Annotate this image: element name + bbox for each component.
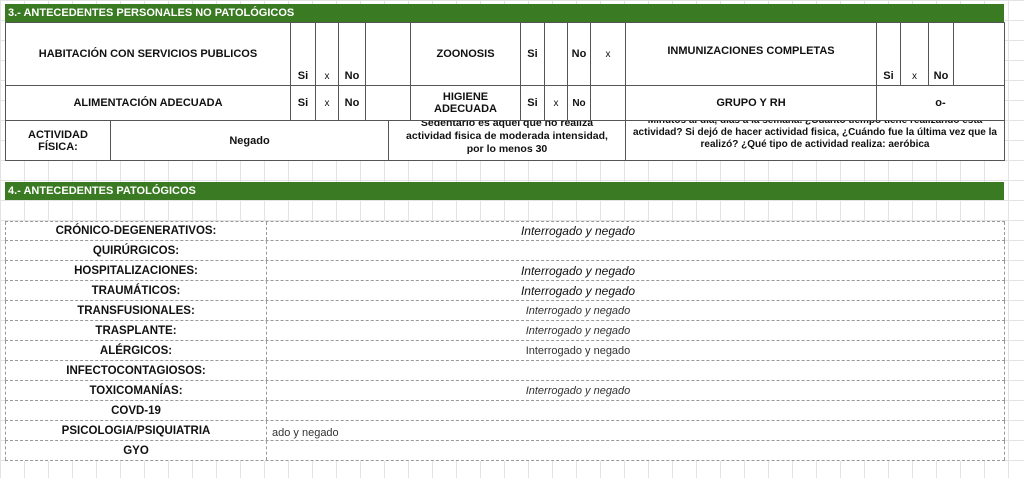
row-label: TOXICOMANÍAS: <box>5 381 267 400</box>
row-value[interactable] <box>267 401 1005 420</box>
higiene-si[interactable]: Si <box>520 85 545 121</box>
table-row: PSICOLOGIA/PSIQUIATRIA ado y negado <box>5 421 1005 441</box>
inmunizaciones-text: INMUNIZACIONES COMPLETAS <box>667 45 835 57</box>
inmunizaciones-label: INMUNIZACIONES COMPLETAS <box>625 22 877 86</box>
sedentario-note: Sedentario es aquel que no realiza activ… <box>388 120 626 161</box>
table-row: COVD-19 <box>5 401 1005 421</box>
alimentacion-mark[interactable]: x <box>315 85 339 121</box>
antecedentes-patologicos-table: CRÓNICO-DEGENERATIVOS: Interrogado y nega… <box>5 221 1005 461</box>
inmunizaciones-blank[interactable] <box>953 22 1005 86</box>
row-value[interactable]: Interrogado y negado <box>267 261 1005 280</box>
row-value[interactable]: Interrogado y negado <box>267 222 1005 240</box>
row-value[interactable]: Interrogado y negado <box>267 321 1005 340</box>
alimentacion-label: ALIMENTACIÓN ADECUADA <box>5 85 291 121</box>
alimentacion-blank[interactable] <box>365 85 411 121</box>
zoonosis-si[interactable]: Si <box>520 22 545 86</box>
inmunizaciones-no[interactable]: No <box>928 22 954 86</box>
alimentacion-si[interactable]: Si <box>290 85 316 121</box>
higiene-mark[interactable]: x <box>544 85 568 121</box>
table-row: GYO <box>5 441 1005 461</box>
table-row: TRASPLANTE: Interrogado y negado <box>5 321 1005 341</box>
actividad-note-text: Minutos al día, días a la semana. ¿Cuánt… <box>633 120 997 150</box>
habitacion-si[interactable]: Si <box>290 22 316 86</box>
row-label: PSICOLOGIA/PSIQUIATRIA <box>5 421 267 440</box>
table-row: HOSPITALIZACIONES: Interrogado y negado <box>5 261 1005 281</box>
overflow-text: ado y negado <box>272 427 339 439</box>
row-value[interactable]: Interrogado y negado <box>267 341 1005 360</box>
grupo-label: GRUPO Y RH <box>625 85 877 121</box>
row-label: ALÉRGICOS: <box>5 341 267 360</box>
zoonosis-label: ZOONOSIS <box>410 22 521 86</box>
table-row: CRÓNICO-DEGENERATIVOS: Interrogado y nega… <box>5 221 1005 241</box>
row-value[interactable] <box>267 441 1005 460</box>
row-label: HOSPITALIZACIONES: <box>5 261 267 280</box>
table-row: INFECTOCONTAGIOSOS: <box>5 361 1005 381</box>
row-value[interactable]: Interrogado y negado <box>267 281 1005 300</box>
row-label: TRASPLANTE: <box>5 321 267 340</box>
section-3-header: 3.- ANTECEDENTES PERSONALES NO PATOLÓGIC… <box>5 4 1004 22</box>
row-value[interactable]: Interrogado y negado <box>267 381 1005 400</box>
table-row: ALÉRGICOS: Interrogado y negado <box>5 341 1005 361</box>
grupo-value[interactable]: o- <box>876 85 1005 121</box>
row-label: COVD-19 <box>5 401 267 420</box>
habitacion-blank[interactable] <box>365 22 411 86</box>
higiene-blank[interactable] <box>590 85 626 121</box>
higiene-label: HIGIENE ADECUADA <box>410 85 521 121</box>
zoonosis-mark[interactable]: x <box>590 22 626 86</box>
table-row: TRANSFUSIONALES: Interrogado y negado <box>5 301 1005 321</box>
row-label: TRANSFUSIONALES: <box>5 301 267 320</box>
zoonosis-blank[interactable] <box>544 22 568 86</box>
zoonosis-no[interactable]: No <box>567 22 591 86</box>
table-row: TOXICOMANÍAS: Interrogado y negado <box>5 381 1005 401</box>
row-value[interactable] <box>267 241 1005 260</box>
actividad-value[interactable]: Negado <box>110 120 389 161</box>
habitacion-label: HABITACIÓN CON SERVICIOS PUBLICOS <box>5 22 291 86</box>
table-row: QUIRÚRGICOS: <box>5 241 1005 261</box>
inmunizaciones-mark[interactable]: x <box>900 22 929 86</box>
higiene-no[interactable]: No <box>567 85 591 121</box>
sedentario-text: Sedentario es aquel que no realiza activ… <box>406 120 608 155</box>
row-label: GYO <box>5 441 267 460</box>
actividad-label: ACTIVIDAD FÍSICA: <box>5 120 111 161</box>
row-label: TRAUMÁTICOS: <box>5 281 267 300</box>
row-value[interactable] <box>267 421 1005 440</box>
section-4-header: 4.- ANTECEDENTES PATOLÓGICOS <box>5 182 1004 200</box>
row-label: INFECTOCONTAGIOSOS: <box>5 361 267 380</box>
habitacion-mark[interactable]: x <box>315 22 339 86</box>
alimentacion-no[interactable]: No <box>338 85 366 121</box>
inmunizaciones-si[interactable]: Si <box>876 22 901 86</box>
row-value[interactable]: Interrogado y negado <box>267 301 1005 320</box>
row-label: QUIRÚRGICOS: <box>5 241 267 260</box>
habitacion-no[interactable]: No <box>338 22 366 86</box>
actividad-note: Minutos al día, días a la semana. ¿Cuánt… <box>625 120 1005 161</box>
row-value[interactable] <box>267 361 1005 380</box>
table-row: TRAUMÁTICOS: Interrogado y negado <box>5 281 1005 301</box>
row-label: CRÓNICO-DEGENERATIVOS: <box>5 222 267 240</box>
